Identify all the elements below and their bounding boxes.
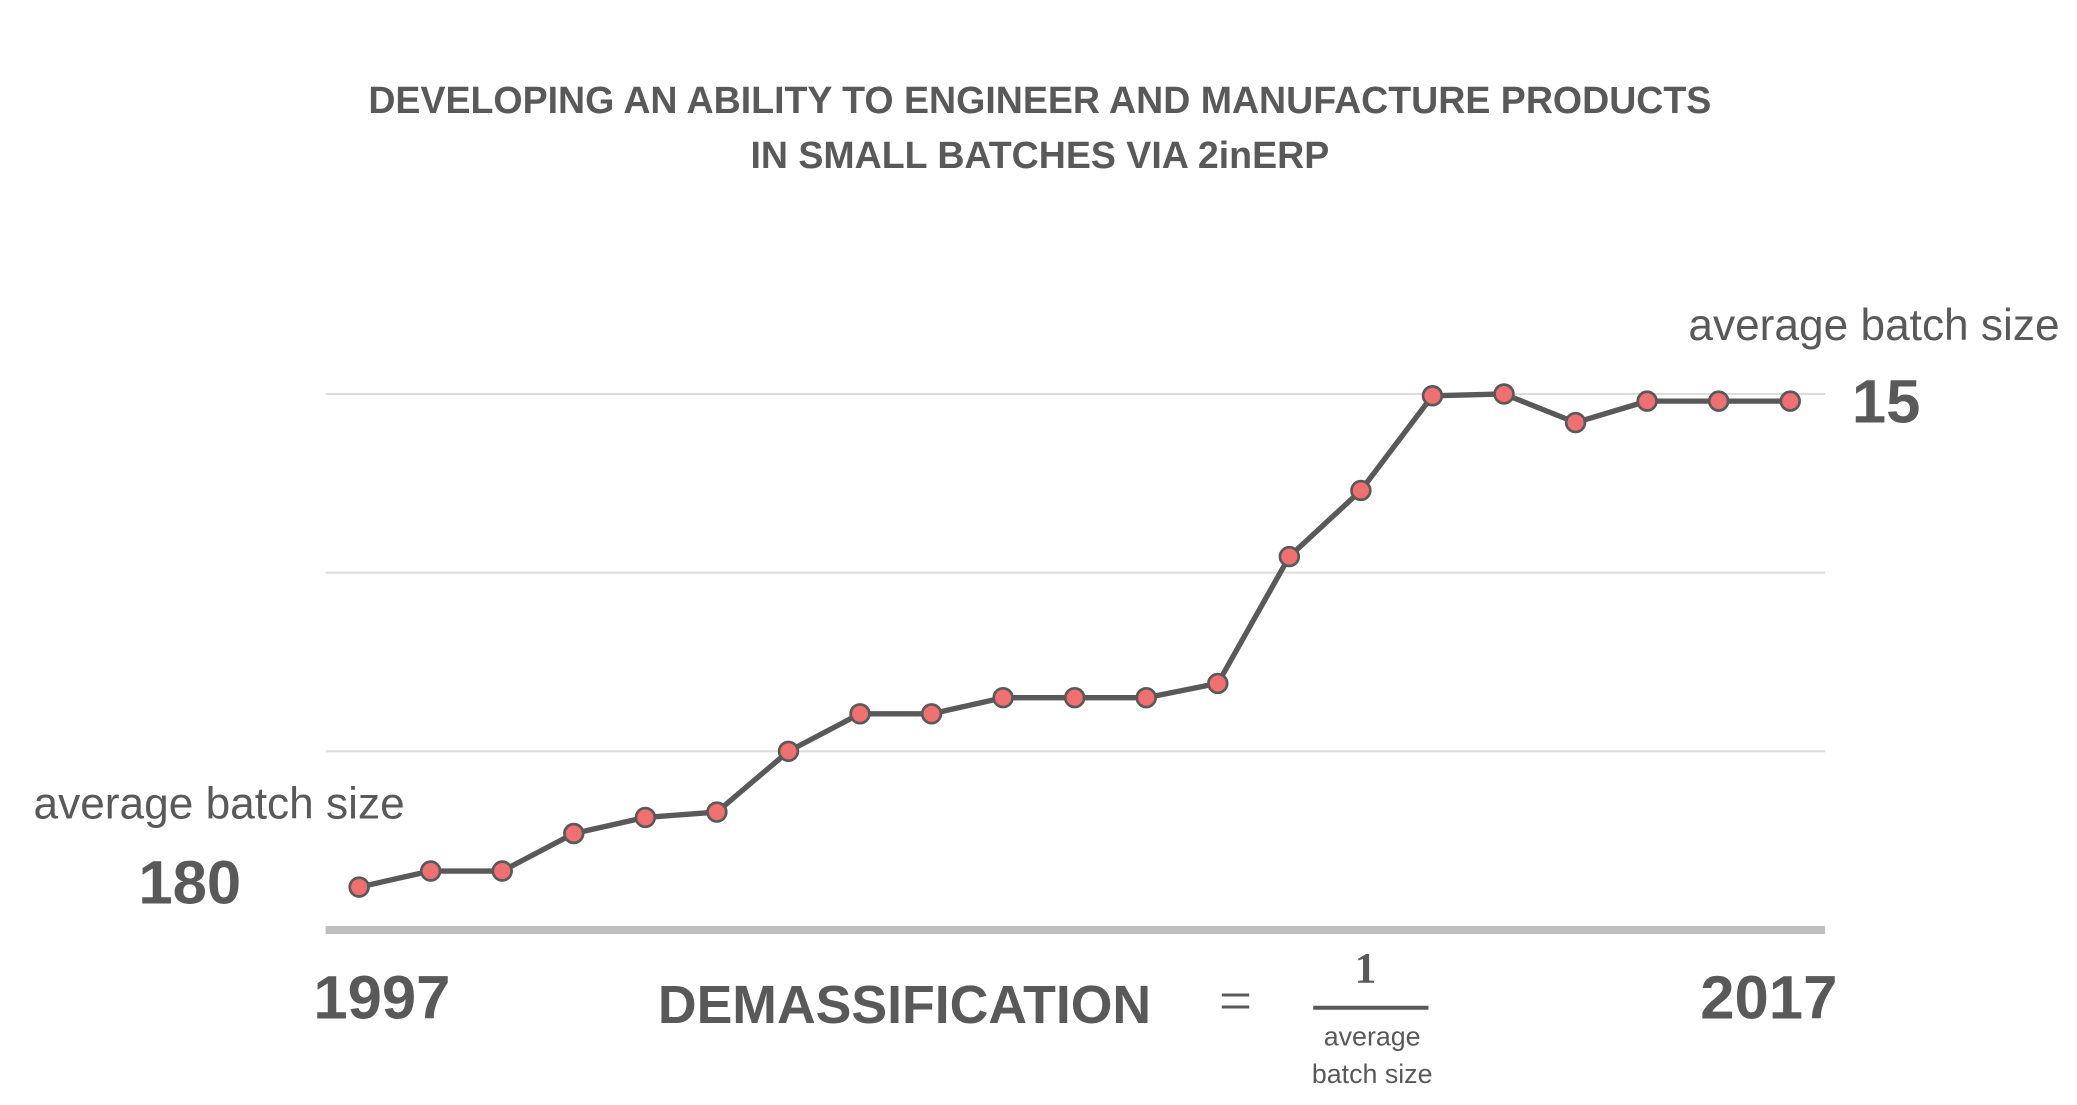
x-tick-label: 1997 [313, 964, 450, 1033]
marker [706, 801, 728, 823]
marker [1779, 390, 1801, 412]
line [358, 391, 1791, 890]
marker [1063, 686, 1086, 709]
marker [419, 860, 442, 882]
chart-title: IN SMALL BATCHES VIA 2inERP [750, 134, 1329, 176]
marker [777, 740, 800, 763]
marker [920, 703, 943, 725]
formula-denominator: average [1324, 1022, 1421, 1052]
marker [1493, 383, 1515, 405]
formula-equals: = [1219, 968, 1252, 1034]
marker [1636, 390, 1658, 412]
marker [1135, 686, 1157, 709]
marker [491, 860, 513, 882]
marker [348, 876, 370, 898]
formula-name: DEMASSIFICATION [658, 975, 1151, 1035]
marker [1564, 411, 1587, 434]
chart-title: DEVELOPING AN ABILITY TO ENGINEER AND MA… [368, 79, 1711, 121]
formula-numerator: 1 [1355, 946, 1376, 993]
marker [1350, 479, 1372, 502]
marker [992, 686, 1014, 709]
end-value: 15 [1852, 367, 1921, 436]
marker [1421, 385, 1444, 407]
start-label: average batch size [34, 779, 405, 828]
marker [1278, 545, 1301, 568]
marker [1207, 672, 1229, 695]
marker [1707, 390, 1730, 412]
formula-denominator: batch size [1312, 1059, 1433, 1089]
x-tick-label: 2017 [1700, 964, 1837, 1033]
end-label: average batch size [1688, 301, 2059, 350]
marker [563, 822, 585, 845]
start-value: 180 [138, 848, 241, 917]
marker [634, 806, 657, 829]
marker [849, 703, 871, 725]
